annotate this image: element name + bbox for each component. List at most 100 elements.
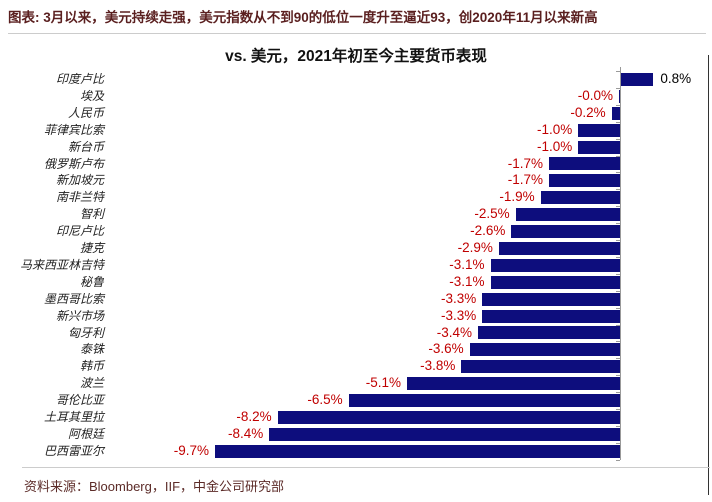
axis-tick (616, 71, 620, 72)
category-label: 巴西雷亚尔 (43, 443, 104, 458)
bar-row: 俄罗斯卢布 -1.7% (0, 156, 712, 173)
axis-tick (616, 273, 620, 275)
bar-row: 匈牙利 -3.4% (0, 325, 712, 342)
bar (482, 309, 620, 323)
chart-right-border (708, 55, 709, 495)
category-label: 韩币 (79, 359, 104, 374)
axis-tick (616, 324, 620, 326)
bar-row: 马来西亚林吉特 -3.1% (0, 257, 712, 274)
category-label: 波兰 (79, 376, 104, 391)
axis-tick (616, 87, 620, 89)
bar (619, 89, 620, 103)
value-label: 0.8% (660, 71, 692, 86)
axis-tick (616, 206, 620, 208)
value-label: -2.9% (457, 240, 493, 255)
bar (277, 410, 620, 424)
bar (515, 208, 620, 222)
bar-row: 韩币 -3.8% (0, 358, 712, 375)
bar (482, 292, 620, 306)
axis-zero-line (620, 67, 621, 460)
category-label: 印尼卢比 (55, 224, 104, 239)
category-label: 新加坡元 (55, 173, 104, 188)
bar-row: 土耳其里拉 -8.2% (0, 409, 712, 426)
bar (549, 157, 620, 171)
axis-tick (616, 172, 620, 174)
value-label: -3.3% (440, 307, 477, 323)
bar-row: 秘鲁 -3.1% (0, 274, 712, 291)
axis-tick (616, 358, 620, 360)
bar (578, 123, 620, 137)
category-label: 墨西哥比索 (43, 291, 104, 306)
value-label: -3.3% (440, 290, 477, 306)
value-label: -3.4% (436, 324, 473, 340)
plot-area: 印度卢比 0.8% 埃及 -0.0% 人民币 -0.2% 菲律宾比索 -1.0% 新台币 -1.0… (0, 67, 712, 461)
axis-tick (616, 290, 620, 292)
bar (407, 377, 620, 391)
value-label: -2.5% (474, 206, 510, 222)
report-header-text: 图表: 3月以来，美元持续走强，美元指数从不到90的低位一度升至逼近93，创20… (8, 9, 706, 34)
bar-row: 新加坡元 -1.7% (0, 172, 712, 189)
bar-row: 印尼卢比 -2.6% (0, 223, 712, 240)
axis-tick (616, 425, 620, 427)
bar (498, 241, 620, 255)
value-label: -1.7% (507, 172, 544, 188)
bar-row: 阿根廷 -8.4% (0, 426, 712, 443)
category-label: 秘鲁 (79, 274, 104, 289)
category-label: 智利 (79, 207, 104, 222)
bar (578, 140, 620, 154)
bar-row: 印度卢比 0.8% (0, 71, 712, 88)
bar (469, 343, 620, 357)
chart-title: vs. 美元，2021年初至今主要货币表现 (225, 48, 487, 65)
bar-row: 智利 -2.5% (0, 206, 712, 223)
bar-row: 埃及 -0.0% (0, 88, 712, 105)
bar (348, 394, 620, 408)
value-label: -3.1% (449, 256, 485, 272)
value-label: -2.6% (470, 223, 506, 239)
axis-tick (616, 104, 620, 106)
bar (490, 275, 620, 289)
bar-row: 波兰 -5.1% (0, 375, 712, 392)
axis-tick (616, 392, 620, 394)
axis-tick (616, 459, 620, 461)
category-label: 新台币 (67, 139, 104, 154)
bar-row: 南非兰特 -1.9% (0, 189, 712, 206)
category-label: 埃及 (79, 88, 104, 103)
axis-tick (616, 121, 620, 123)
value-label: -8.2% (236, 409, 272, 424)
value-label: -0.2% (570, 104, 606, 120)
value-label: -9.7% (173, 442, 210, 458)
value-label: -1.9% (499, 189, 535, 205)
bar (461, 360, 620, 374)
category-label: 南非兰特 (55, 190, 104, 205)
bar (540, 191, 620, 205)
value-label: -3.1% (449, 273, 485, 289)
bar-row: 泰铢 -3.6% (0, 341, 712, 358)
bar-row: 新兴市场 -3.3% (0, 308, 712, 325)
axis-tick (616, 189, 620, 191)
category-label: 捷克 (79, 241, 104, 255)
value-label: -6.5% (307, 392, 343, 408)
category-label: 哥伦比亚 (55, 393, 104, 408)
value-label: -8.4% (228, 425, 264, 441)
axis-tick (616, 307, 620, 309)
bar-row: 新台币 -1.0% (0, 139, 712, 156)
axis-tick (616, 256, 620, 258)
bar (620, 72, 654, 86)
category-label: 印度卢比 (55, 72, 104, 86)
value-label: -1.0% (536, 138, 573, 154)
value-label: -0.0% (577, 87, 613, 103)
value-label: -5.1% (365, 375, 402, 391)
axis-tick (616, 375, 620, 377)
bar-row: 哥伦比亚 -6.5% (0, 392, 712, 409)
category-label: 俄罗斯卢布 (43, 156, 104, 171)
axis-tick (616, 409, 620, 410)
axis-tick (616, 138, 620, 140)
value-label: -3.6% (428, 341, 464, 357)
footer-divider (22, 467, 710, 468)
value-label: -3.8% (420, 358, 456, 374)
bar (611, 106, 620, 120)
axis-tick (616, 341, 620, 343)
bar-row: 墨西哥比索 -3.3% (0, 291, 712, 308)
category-label: 匈牙利 (67, 325, 104, 340)
